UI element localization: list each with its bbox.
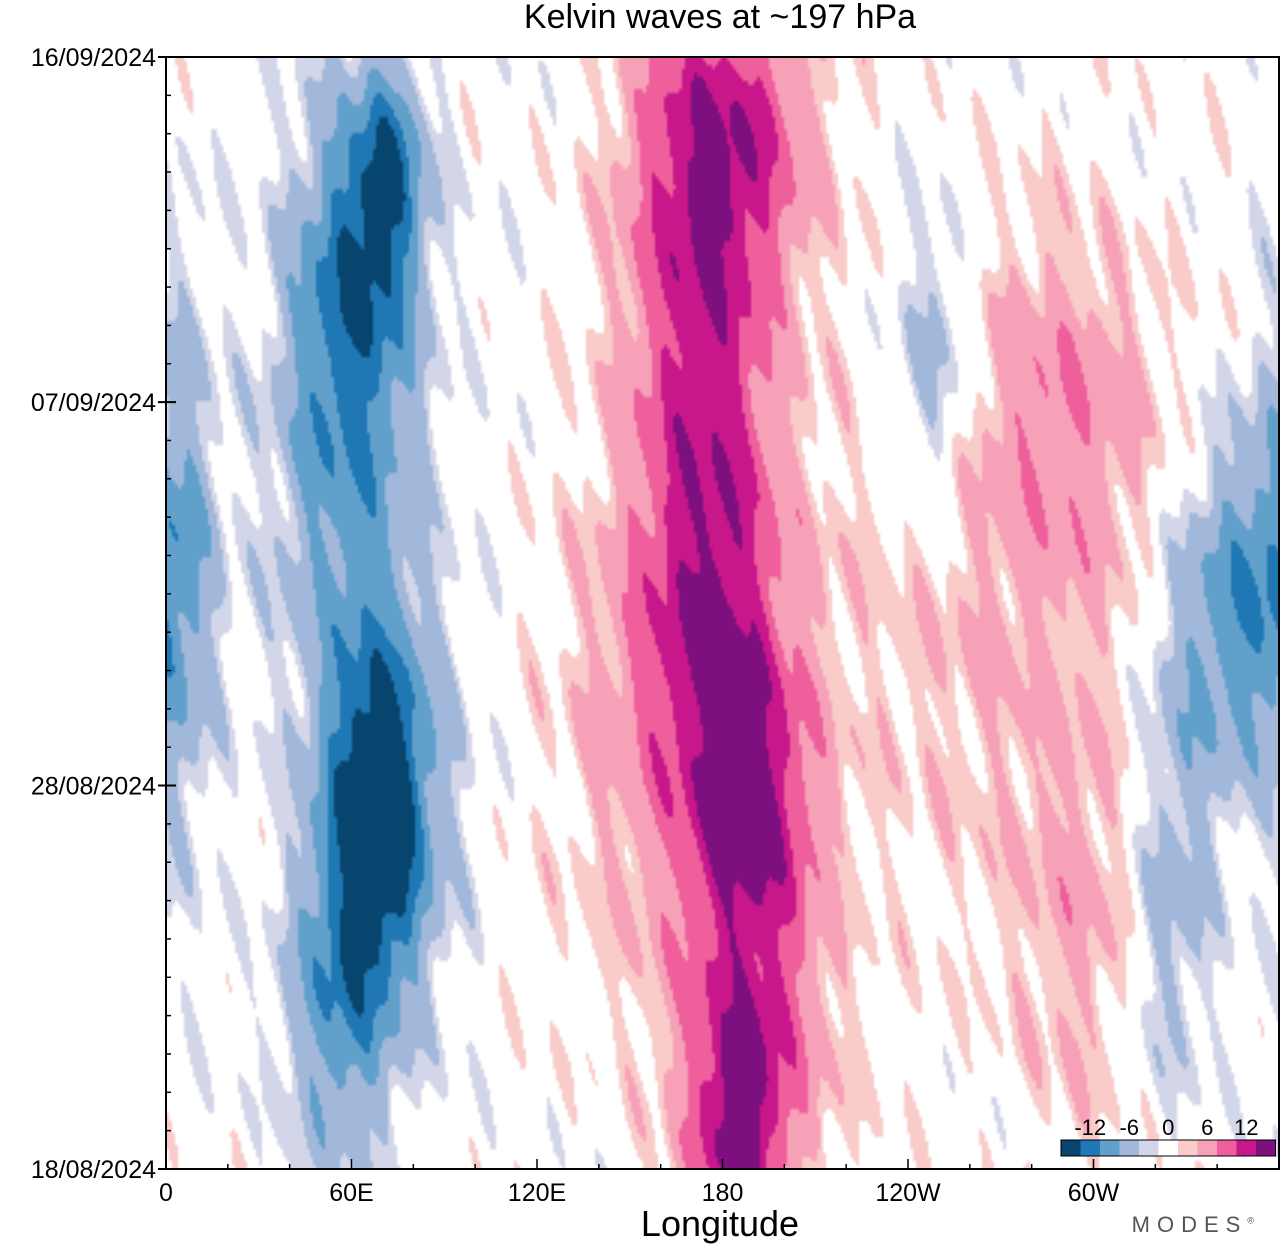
colorbar-swatch [1119,1140,1139,1156]
colorbar-swatch [1100,1140,1120,1156]
x-tick-label: 60E [329,1179,373,1207]
colorbar-label: -6 [1119,1115,1139,1140]
y-tick-label: 16/09/2024 [31,44,156,72]
colorbar-label: 0 [1162,1115,1174,1140]
colorbar-swatch [1139,1140,1159,1156]
heatmap-image [166,57,1279,1169]
colorbar-swatch [1061,1140,1081,1156]
x-tick-label: 60W [1068,1179,1120,1207]
logo-mark: ® [1247,1215,1254,1226]
y-axis: 18/08/2024 28/08/2024 07/09/2024 16/09/2024 [31,44,176,1184]
colorbar-swatch [1256,1140,1276,1156]
plot-area [166,57,1279,1169]
colorbar-label: 6 [1201,1115,1213,1140]
y-tick-label: 18/08/2024 [31,1156,156,1184]
y-tick-label: 28/08/2024 [31,773,156,801]
colorbar-swatch [1197,1140,1217,1156]
colorbar-swatch [1158,1140,1178,1156]
x-tick-label: 120W [875,1179,941,1207]
colorbar-swatch [1178,1140,1198,1156]
chart-title: Kelvin waves at ~197 hPa [524,0,916,36]
colorbar: -12 -6 0 6 12 [1060,1115,1276,1157]
x-tick-label: 180 [702,1179,744,1207]
x-axis-label: Longitude [641,1203,799,1244]
x-tick-label: 0 [159,1179,173,1207]
modes-logo: MODES® [1132,1212,1254,1238]
x-axis: 0 60E 120E 180 120W 60W [159,1159,1280,1207]
colorbar-label: 12 [1234,1115,1258,1140]
logo-text: MODES [1131,1212,1248,1237]
colorbar-swatch [1236,1140,1256,1156]
x-tick-label: 120E [508,1179,566,1207]
colorbar-swatch [1217,1140,1237,1156]
colorbar-frame [1060,1139,1276,1157]
y-tick-label: 07/09/2024 [31,389,156,417]
colorbar-swatch [1080,1140,1100,1156]
colorbar-label: -12 [1074,1115,1106,1140]
